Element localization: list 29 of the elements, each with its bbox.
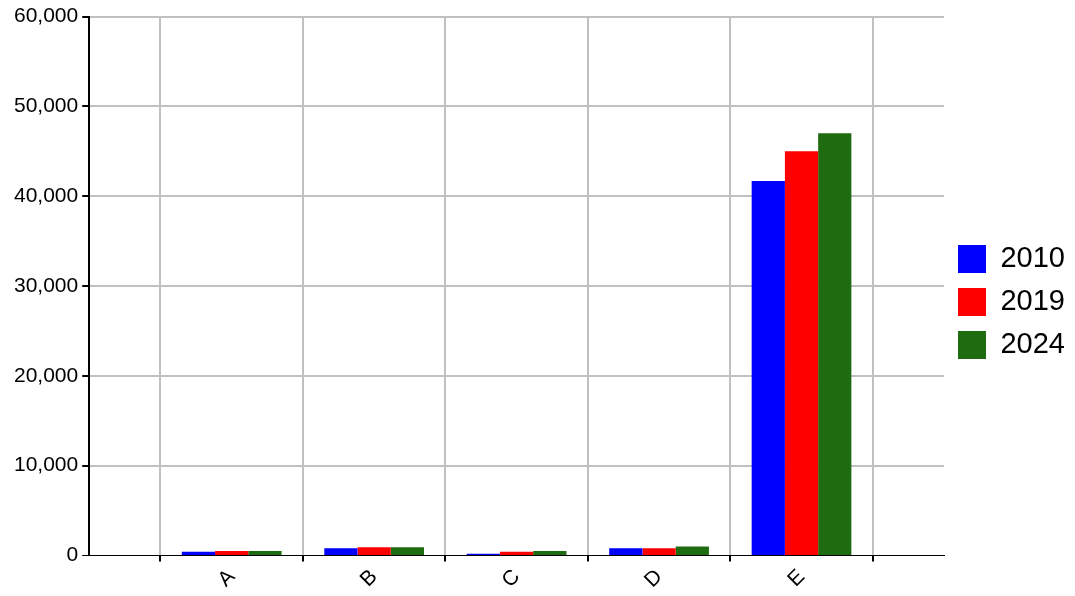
bar: [533, 550, 567, 555]
y-tick-label: 0: [66, 542, 79, 566]
bar: [324, 548, 358, 555]
y-tick-label: 60,000: [14, 3, 79, 27]
y-tick-label: 20,000: [14, 362, 79, 386]
x-tick-label: A: [212, 564, 239, 591]
bar: [181, 551, 216, 555]
x-tick-label: C: [496, 564, 524, 592]
legend-label: 2024: [1000, 327, 1065, 359]
x-tick-label: D: [639, 564, 666, 592]
bar: [390, 547, 425, 555]
y-tick-label: 30,000: [14, 272, 79, 296]
x-tick-label: E: [782, 564, 809, 591]
bar: [499, 551, 534, 555]
bar: [818, 133, 852, 555]
legend-label: 2019: [1000, 284, 1065, 316]
y-tick-label: 10,000: [14, 452, 79, 476]
bar: [751, 180, 785, 555]
y-tick-label: 50,000: [14, 93, 79, 117]
bar: [609, 548, 643, 555]
legend-label: 2010: [1000, 241, 1065, 273]
bar: [215, 550, 249, 555]
y-tick-label: 40,000: [14, 183, 79, 207]
bar: [675, 546, 709, 555]
bar: [357, 547, 391, 555]
bar: [642, 548, 676, 555]
bar: [784, 151, 819, 555]
bar: [248, 550, 282, 555]
x-tick-label: B: [354, 564, 382, 591]
